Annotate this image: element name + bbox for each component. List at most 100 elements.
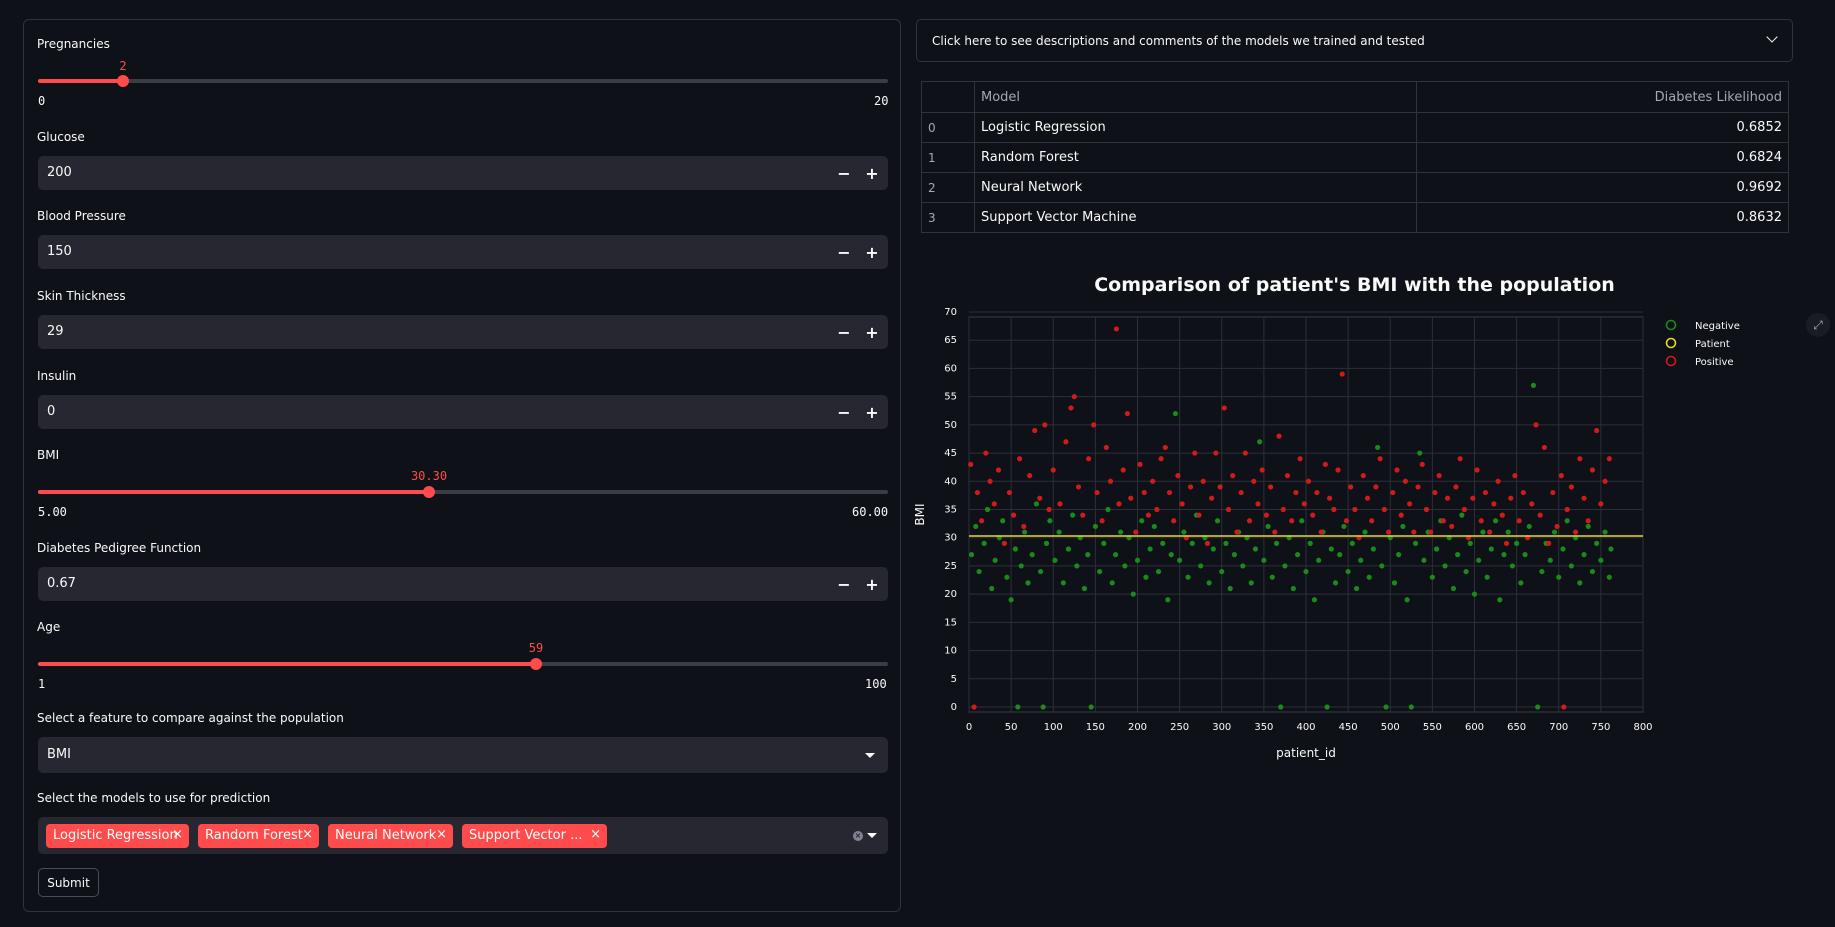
data-point-negative: [1214, 518, 1221, 524]
data-point-negative: [1096, 568, 1103, 575]
data-point-positive: [1289, 518, 1295, 524]
pregnancies-slider-thumb[interactable]: [117, 75, 129, 87]
data-point-negative: [1547, 557, 1553, 563]
bmi-slider-thumb[interactable]: [423, 486, 435, 498]
data-point-negative: [1375, 444, 1381, 451]
model-chip-support-vector[interactable]: Support Vector ... ×: [462, 824, 607, 848]
dpf-value[interactable]: 0.67: [47, 576, 76, 591]
insulin-decrement-button[interactable]: −: [837, 402, 851, 422]
age-slider-fill: [38, 662, 536, 666]
chevron-down-icon[interactable]: [1766, 31, 1778, 43]
data-point-negative: [1038, 568, 1044, 575]
data-point-negative: [1143, 574, 1149, 580]
dpf-input[interactable]: 0.67 − +: [38, 567, 888, 601]
data-point-positive: [1487, 529, 1493, 535]
data-point-positive: [1373, 484, 1379, 490]
data-point-positive: [1238, 489, 1244, 496]
glucose-increment-button[interactable]: +: [865, 163, 879, 183]
skin-thickness-input[interactable]: 29 − +: [38, 315, 888, 349]
table-header-row: Model Diabetes Likelihood: [921, 81, 1789, 113]
blood-pressure-decrement-button[interactable]: −: [837, 242, 851, 262]
data-point-positive: [1369, 518, 1375, 524]
blood-pressure-increment-button[interactable]: +: [865, 242, 879, 262]
close-icon[interactable]: ×: [436, 827, 447, 842]
insulin-input[interactable]: 0 − +: [38, 395, 888, 429]
data-point-positive: [983, 450, 989, 456]
close-icon[interactable]: ×: [590, 827, 601, 842]
data-point-positive: [1474, 467, 1480, 473]
glucose-value[interactable]: 200: [47, 165, 72, 180]
blood-pressure-input[interactable]: 150 − +: [38, 235, 888, 269]
fullscreen-icon[interactable]: ⤢: [1806, 313, 1830, 337]
models-multiselect[interactable]: Logistic Regression × Random Forest × Ne…: [38, 817, 888, 854]
model-descriptions-expander[interactable]: Click here to see descriptions and comme…: [916, 19, 1793, 62]
data-point-positive: [1128, 495, 1134, 501]
caret-down-icon[interactable]: [867, 833, 877, 838]
data-point-positive: [1213, 450, 1219, 456]
y-tick-label: 70: [944, 307, 957, 318]
y-axis-label: BMI: [913, 503, 927, 525]
data-point-negative: [1370, 546, 1376, 552]
model-chip-logistic-regression[interactable]: Logistic Regression ×: [46, 824, 189, 848]
chip-label: Neural Network: [335, 828, 437, 843]
data-point-positive: [1589, 467, 1596, 473]
row-likelihood: 0.6852: [1416, 112, 1789, 143]
skin-thickness-decrement-button[interactable]: −: [837, 322, 851, 342]
table-header-likelihood[interactable]: Diabetes Likelihood: [1416, 81, 1789, 113]
model-chip-neural-network[interactable]: Neural Network ×: [328, 824, 453, 848]
table-header-index[interactable]: [921, 81, 975, 113]
model-chip-random-forest[interactable]: Random Forest ×: [198, 824, 319, 848]
submit-button[interactable]: Submit: [38, 868, 99, 897]
age-slider-track[interactable]: [38, 662, 888, 666]
data-point-positive: [1322, 461, 1328, 467]
data-point-positive: [1242, 450, 1248, 456]
data-point-positive: [1550, 489, 1556, 496]
feature-select-value[interactable]: BMI: [47, 747, 71, 762]
age-slider-thumb[interactable]: [529, 658, 542, 670]
glucose-input[interactable]: 200 − +: [38, 156, 888, 190]
bmi-slider-track[interactable]: [38, 490, 888, 494]
data-point-negative: [1257, 439, 1263, 445]
data-point-negative: [1065, 546, 1072, 552]
skin-thickness-value[interactable]: 29: [47, 324, 64, 339]
data-point-negative: [1366, 574, 1372, 580]
y-tick-label: 60: [944, 363, 957, 374]
data-point-positive: [1263, 512, 1270, 518]
bmi-scatter-chart[interactable]: 0 50 100 150 200 250 300 350 400 450 500 550 600 650 7…: [912, 305, 1802, 785]
dpf-increment-button[interactable]: +: [865, 574, 879, 594]
x-tick-label: 50: [1005, 722, 1018, 733]
data-point-negative: [1290, 585, 1296, 592]
data-point-negative: [1404, 597, 1410, 603]
chip-label: Random Forest: [205, 828, 303, 843]
y-tick-label: 20: [944, 589, 957, 600]
data-point-positive: [1124, 410, 1130, 417]
input-form-panel: [23, 19, 901, 912]
clear-all-icon[interactable]: ×: [853, 831, 863, 841]
data-point-positive: [1561, 704, 1567, 710]
data-point-negative: [1471, 591, 1478, 597]
insulin-increment-button[interactable]: +: [865, 402, 879, 422]
data-point-negative: [1450, 585, 1457, 592]
pregnancies-slider-track[interactable]: [38, 79, 888, 83]
data-point-positive: [1453, 484, 1459, 490]
data-point-positive: [1042, 422, 1048, 428]
age-max: 100: [865, 677, 887, 691]
y-axis-ticks: 0 5 10 15 20 25 30 35 40 45 50 55 60 65 70: [944, 307, 957, 713]
blood-pressure-value[interactable]: 150: [47, 244, 72, 259]
close-icon[interactable]: ×: [172, 827, 183, 842]
table-row: 0 Logistic Regression 0.6852: [921, 112, 1789, 143]
close-icon[interactable]: ×: [302, 827, 313, 842]
skin-thickness-increment-button[interactable]: +: [865, 322, 879, 342]
feature-select[interactable]: BMI: [38, 737, 888, 773]
data-point-negative: [1442, 563, 1448, 569]
caret-down-icon[interactable]: [865, 753, 875, 758]
data-point-positive: [1606, 456, 1612, 462]
dpf-decrement-button[interactable]: −: [837, 574, 851, 594]
data-point-positive: [1598, 501, 1604, 507]
data-point-negative: [1598, 557, 1604, 563]
x-tick-label: 750: [1591, 722, 1610, 733]
data-point-negative: [1074, 563, 1080, 569]
table-header-model[interactable]: Model: [974, 81, 1417, 113]
glucose-decrement-button[interactable]: −: [837, 163, 851, 183]
insulin-value[interactable]: 0: [47, 404, 56, 419]
